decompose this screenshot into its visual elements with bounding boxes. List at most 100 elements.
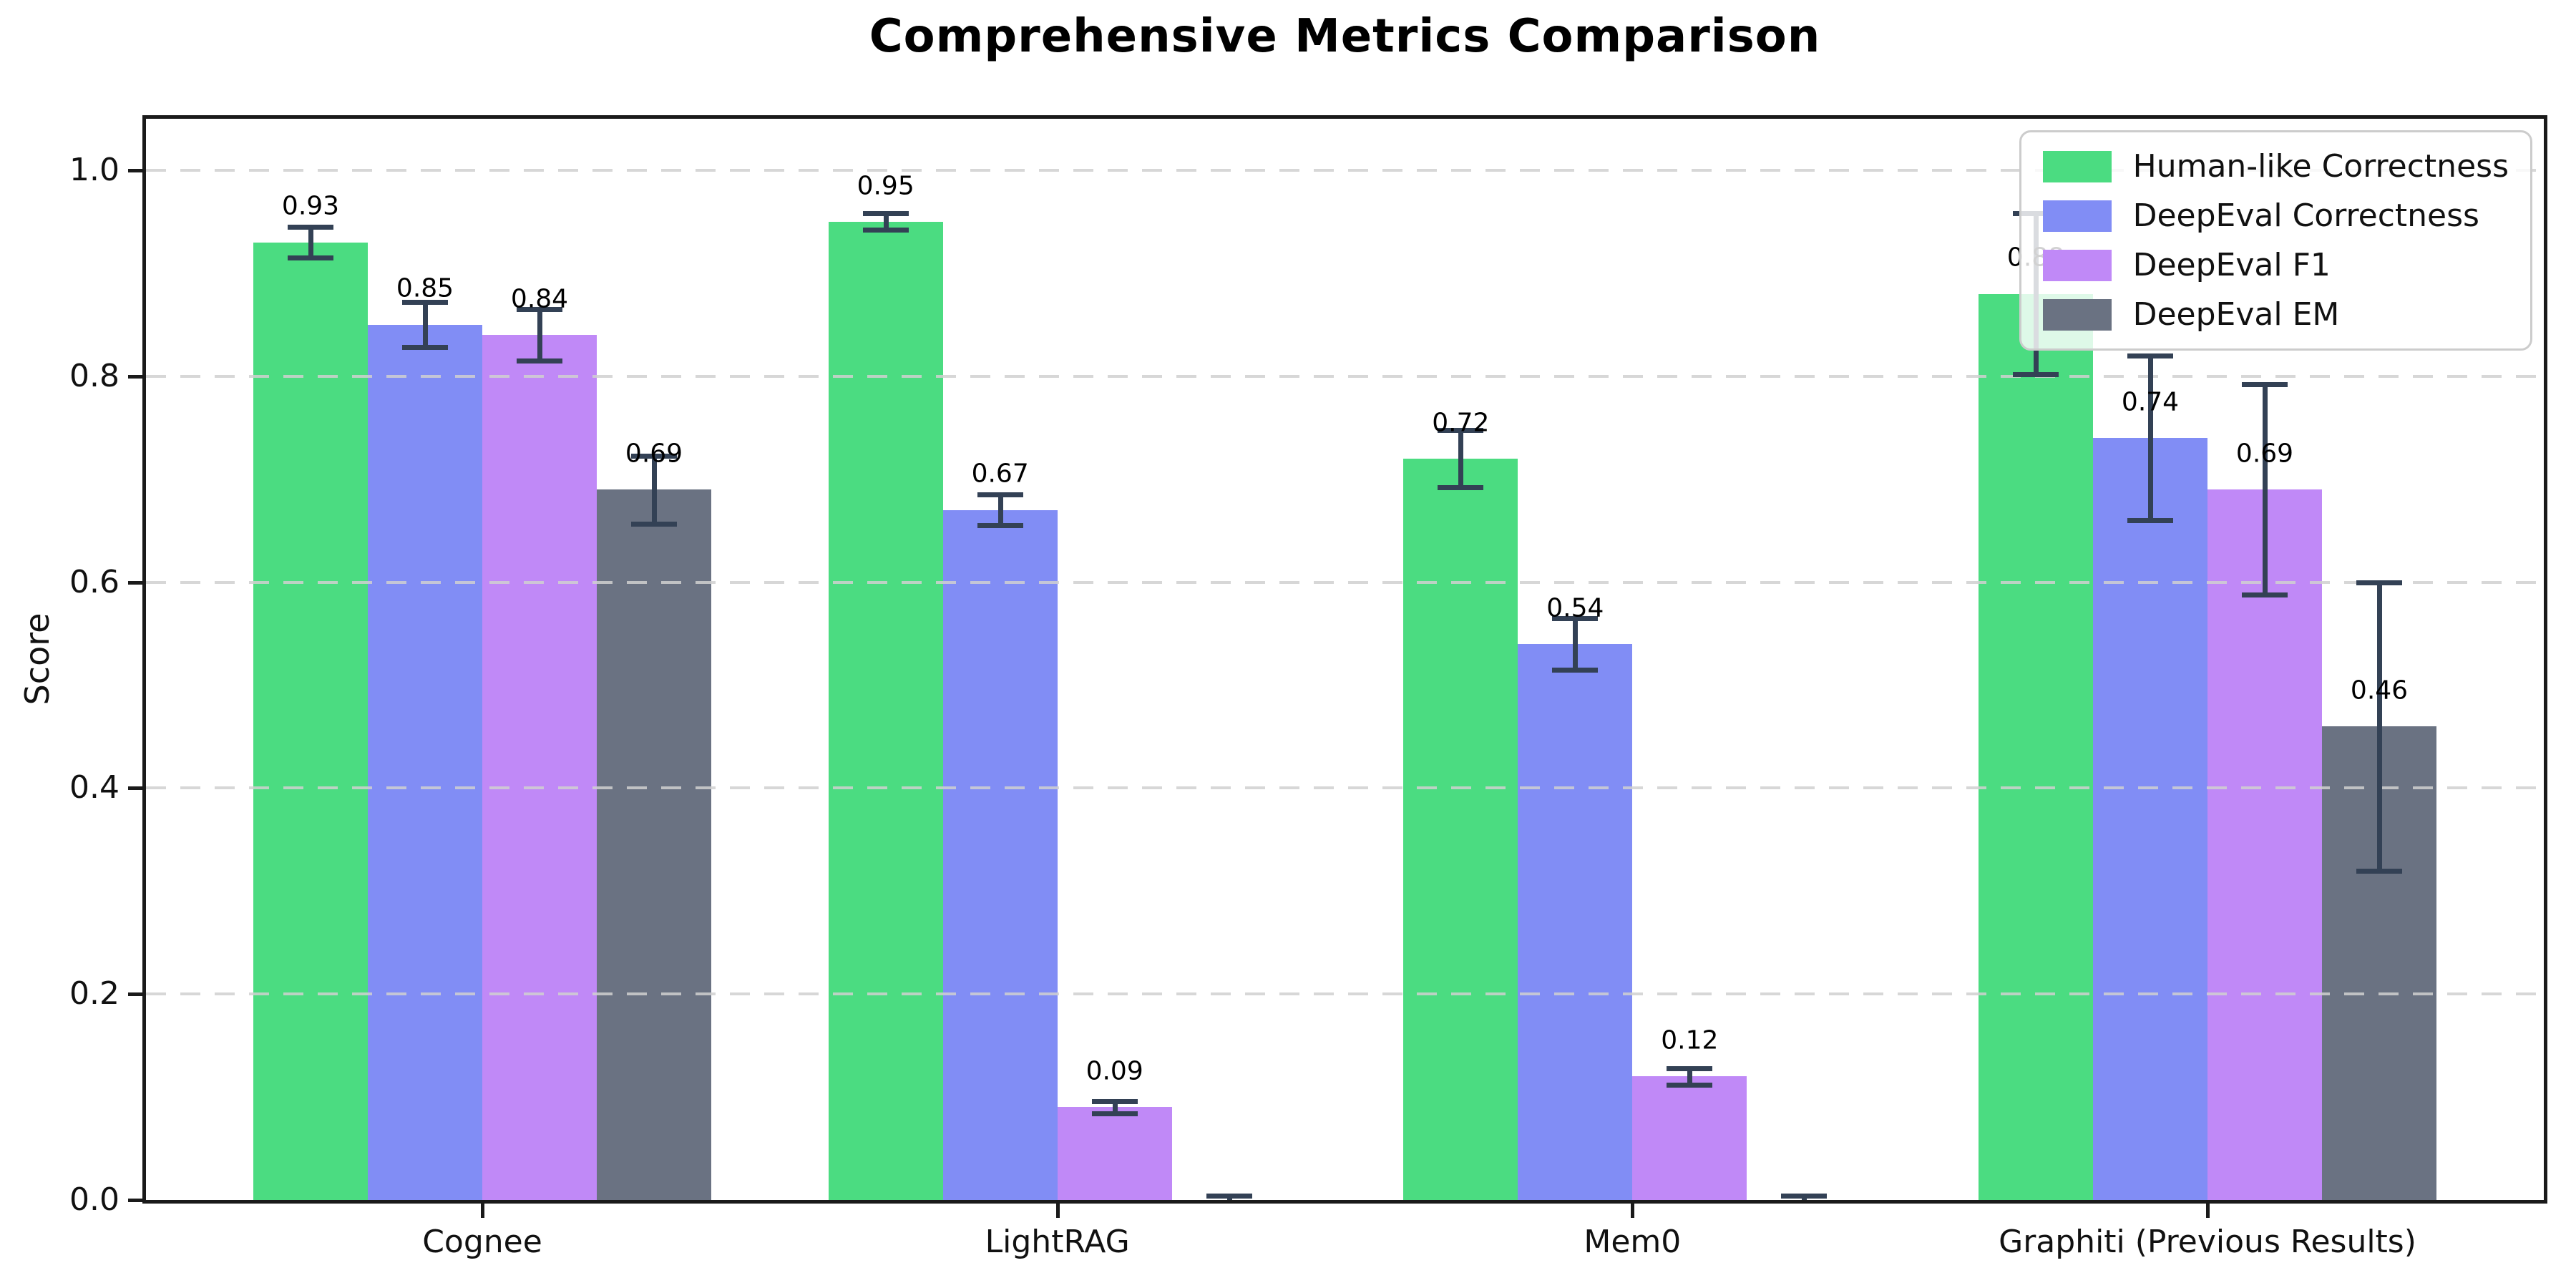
bar-deepeval-em-0 — [597, 489, 711, 1200]
error-bar-cap-top — [862, 211, 909, 217]
bar-value-label: 0.95 — [857, 171, 914, 201]
bar-value-label: 0.69 — [625, 439, 683, 469]
legend-label: Human-like Correctness — [2132, 148, 2509, 185]
error-bar-line — [537, 309, 542, 361]
y-tick-label-0.2: 0.2 — [69, 975, 119, 1013]
bar-value-label: 0.93 — [281, 191, 340, 221]
bar-value-label: 0.67 — [971, 459, 1029, 489]
y-tick-0.8 — [128, 374, 142, 379]
y-tick-0.6 — [128, 580, 142, 585]
legend-item-deepeval-f1: DeepEval F1 — [2042, 247, 2509, 283]
y-tick-label-0.6: 0.6 — [69, 563, 119, 600]
error-bar-cap-top — [2127, 353, 2173, 358]
y-axis-title: Score — [18, 613, 57, 706]
y-tick-1.0 — [128, 168, 142, 172]
bar-value-label: 0.46 — [2350, 675, 2409, 706]
bar-human-like-correctness-0 — [253, 242, 368, 1200]
error-bar-cap-bottom — [1667, 1082, 1713, 1088]
chart-title: Comprehensive Metrics Comparison — [869, 10, 1821, 63]
error-bar-cap-bottom — [288, 255, 333, 261]
bar-value-label: 0.84 — [510, 284, 569, 314]
error-bar-line — [883, 213, 889, 230]
bar-value-label: 0.54 — [1546, 593, 1604, 623]
error-bar-cap-bottom — [1552, 667, 1599, 673]
error-bar-cap-top — [288, 225, 333, 230]
error-bar-line — [1687, 1068, 1693, 1085]
legend-item-deepeval-em: DeepEval EM — [2042, 296, 2509, 333]
error-bar-cap-top — [517, 307, 562, 313]
legend-swatch — [2042, 249, 2112, 281]
x-tick-0 — [481, 1204, 484, 1218]
error-bar-cap-bottom — [2356, 868, 2402, 874]
bar-human-like-correctness-1 — [828, 221, 943, 1200]
bar-deepeval-f1-1 — [1057, 1107, 1172, 1200]
x-tick-label-3: Graphiti (Previous Results) — [1999, 1224, 2416, 1260]
legend-label: DeepEval EM — [2132, 296, 2340, 333]
gridline-1.0 — [146, 168, 2544, 172]
error-bar-line — [1112, 1101, 1118, 1114]
error-bar-cap-top — [2356, 580, 2402, 585]
error-bar-cap-bottom — [517, 358, 562, 364]
bar-deepeval-f1-0 — [482, 335, 597, 1200]
y-tick-label-0.0: 0.0 — [69, 1181, 119, 1218]
error-bar-cap-bottom — [1781, 1202, 1827, 1204]
gridline-0.2 — [146, 992, 2544, 996]
x-tick-3 — [2206, 1204, 2210, 1218]
error-bar-cap-top — [402, 300, 448, 306]
error-bar-cap-bottom — [2242, 592, 2288, 597]
plot-area: 0.930.950.720.880.850.670.540.740.840.09… — [142, 115, 2547, 1204]
gridline-0.4 — [146, 786, 2544, 790]
error-bar-cap-bottom — [402, 345, 448, 351]
x-tick-label-0: Cognee — [422, 1224, 542, 1260]
legend-label: DeepEval F1 — [2132, 247, 2331, 283]
legend-swatch — [2042, 298, 2112, 331]
legend-swatch — [2042, 200, 2112, 232]
bar-human-like-correctness-2 — [1403, 458, 1518, 1200]
bar-deepeval-correctness-2 — [1518, 643, 1633, 1200]
y-tick-0.0 — [128, 1199, 142, 1202]
error-bar-line — [1573, 618, 1579, 670]
gridline-0.8 — [146, 374, 2544, 378]
error-bar-line — [308, 227, 313, 258]
error-bar-cap-bottom — [2013, 371, 2059, 377]
bar-value-label: 0.69 — [2235, 439, 2294, 469]
error-bar-cap-bottom — [1206, 1202, 1252, 1204]
bar-deepeval-correctness-0 — [368, 324, 482, 1200]
error-bar-cap-bottom — [977, 523, 1023, 529]
bar-human-like-correctness-3 — [1979, 293, 2093, 1200]
bar-value-label: 0.72 — [1432, 408, 1490, 438]
error-bar-cap-top — [1667, 1065, 1713, 1071]
error-bar-cap-top — [1781, 1194, 1828, 1199]
error-bar-cap-bottom — [1438, 485, 1484, 491]
error-bar-line — [2377, 582, 2382, 871]
error-bar-cap-top — [2242, 382, 2288, 388]
error-bar-cap-top — [631, 453, 677, 459]
error-bar-cap-top — [1438, 427, 1484, 433]
bar-value-label: 0.12 — [1661, 1025, 1719, 1055]
x-tick-label-2: Mem0 — [1584, 1224, 1682, 1260]
y-tick-0.4 — [128, 786, 142, 791]
bar-value-label: 0.09 — [1085, 1056, 1143, 1086]
legend-swatch — [2042, 150, 2112, 182]
bar-deepeval-correctness-1 — [942, 509, 1058, 1200]
error-bar-line — [1458, 429, 1464, 488]
y-tick-label-0.8: 0.8 — [69, 357, 119, 394]
error-bar-cap-bottom — [862, 228, 909, 233]
legend: Human-like Correctness DeepEval Correctne… — [2019, 130, 2532, 351]
error-bar-cap-bottom — [1091, 1111, 1138, 1117]
legend-item-deepeval-correctness: DeepEval Correctness — [2042, 197, 2509, 234]
error-bar-line — [652, 455, 657, 524]
y-tick-label-1.0: 1.0 — [69, 151, 119, 188]
bar-deepeval-correctness-3 — [2093, 438, 2207, 1200]
bar-deepeval-f1-2 — [1632, 1076, 1747, 1200]
legend-label: DeepEval Correctness — [2132, 197, 2479, 234]
y-tick-0.2 — [128, 992, 142, 997]
error-bar-cap-top — [1206, 1194, 1252, 1199]
error-bar-cap-bottom — [2127, 518, 2173, 524]
y-tick-label-0.4: 0.4 — [69, 769, 119, 806]
bar-value-label: 0.85 — [396, 273, 454, 303]
error-bar-line — [997, 494, 1003, 526]
error-bar-cap-top — [1552, 615, 1599, 621]
x-tick-2 — [1631, 1204, 1635, 1218]
